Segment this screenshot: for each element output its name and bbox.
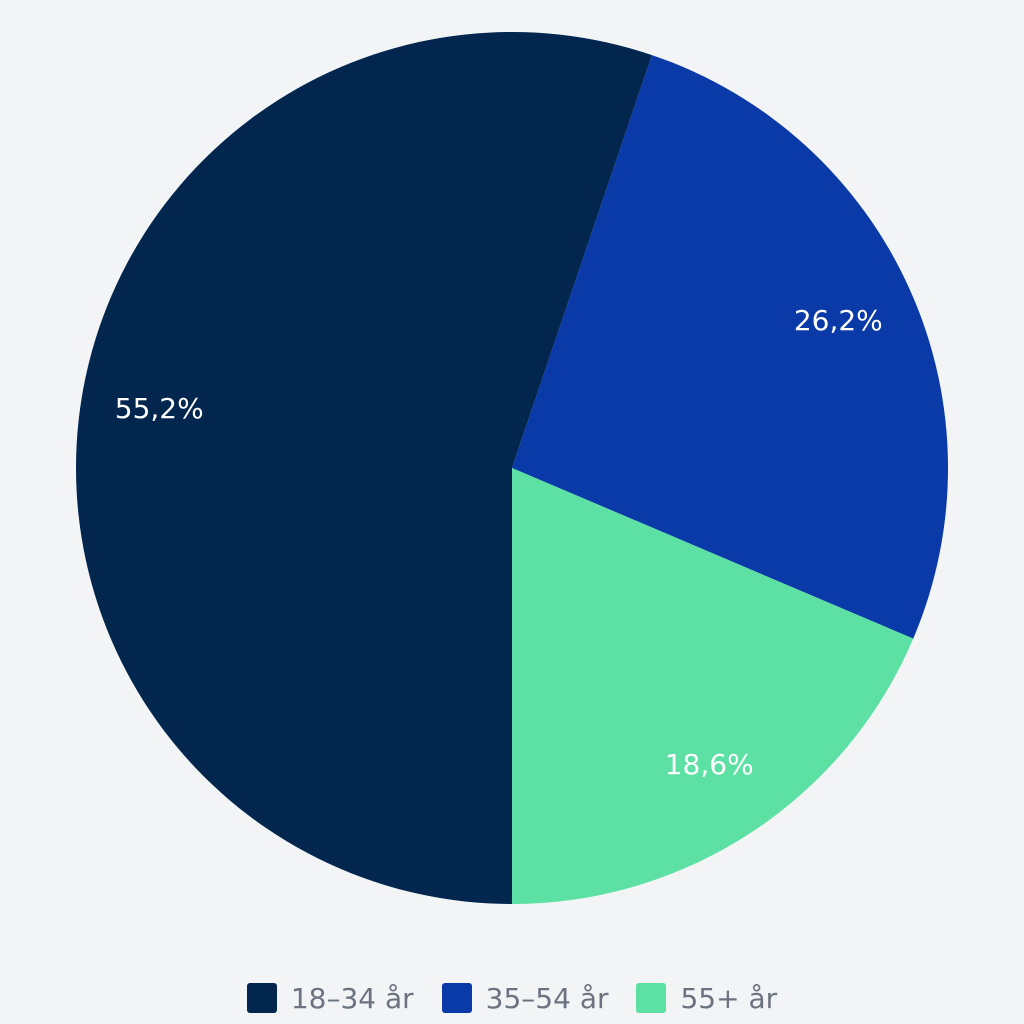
pie-slice-55-r — [512, 468, 914, 904]
chart-legend: 18–34 år 35–54 år 55+ år — [0, 974, 1024, 1022]
legend-label: 35–54 år — [485, 981, 609, 1015]
pie-slice-18-34-r — [75, 31, 652, 905]
pie-slice-35-54-r — [512, 55, 948, 639]
legend-item-18-34-r: 18–34 år — [246, 981, 414, 1015]
legend-label: 18–34 år — [290, 981, 414, 1015]
legend-swatch — [246, 983, 277, 1013]
legend-item-35-54-r: 35–54 år — [441, 981, 609, 1015]
pie-slices — [75, 31, 948, 905]
pie-data-label-35-54-r: 26,2% — [794, 304, 883, 337]
legend-swatch — [636, 983, 667, 1013]
pie-data-label-18-34-r: 55,2% — [115, 392, 204, 425]
pie-data-labels: 55,2% 26,2% 18,6% — [115, 304, 883, 781]
legend-item-55-r: 55+ år — [636, 982, 777, 1015]
legend-label: 55+ år — [680, 981, 778, 1015]
legend-swatch — [441, 983, 472, 1013]
pie-data-label-55-r: 18,6% — [665, 748, 754, 781]
